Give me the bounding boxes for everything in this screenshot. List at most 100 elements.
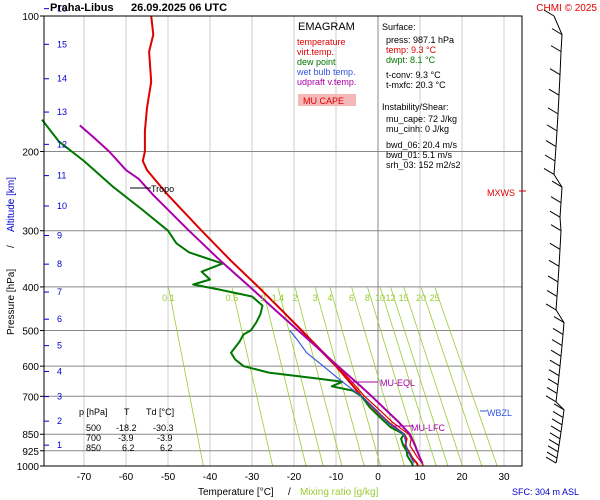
wind-barb — [545, 303, 557, 311]
levels-header-td: Td [°C] — [146, 407, 174, 417]
pressure-tick-label: 1000 — [17, 462, 40, 473]
mixing-ratio-label: 3 — [313, 293, 318, 303]
altitude-tick-label: 1 — [57, 440, 62, 450]
wind-barb — [543, 168, 555, 175]
mu-lfc-label: MU-LFC — [411, 423, 445, 433]
wind-barb — [549, 432, 561, 440]
temperature-tick-labels: -70 -60 -50 -40 -30 -20 -10 0 10 20 30 — [77, 472, 510, 483]
surface-tmxfc: t-mxfc: 20.3 °C — [386, 80, 446, 90]
ylabel-altitude: Altitude [km] — [6, 177, 17, 232]
wind-barb — [549, 359, 561, 367]
levels-row-p: 500 — [86, 423, 101, 433]
bwd-06-value: bwd_06: 20.4 m/s — [386, 140, 458, 150]
bwd-01-value: bwd_01: 5.1 m/s — [386, 150, 453, 160]
levels-header-p: p [hPa] — [79, 407, 108, 417]
legend-item-virt-temp: virt.temp. — [297, 47, 334, 57]
mixing-ratio-label: 6 — [349, 293, 354, 303]
legend-item-wet-bulb: wet bulb temp. — [296, 67, 356, 77]
wind-profile-line — [553, 15, 565, 464]
altitude-tick-label: 6 — [57, 314, 62, 324]
levels-row-td: -3.9 — [157, 433, 173, 443]
mixing-ratio-line — [168, 286, 204, 467]
mixing-ratio-label: 1.4 — [272, 293, 285, 303]
ylabel-sep: / — [6, 245, 17, 248]
altitude-tick-label: 14 — [57, 74, 67, 84]
wind-barb — [546, 387, 558, 394]
mucape-badge-bg — [298, 94, 356, 106]
temperature-tick-label: -20 — [287, 472, 302, 483]
temperature-tick-label: -60 — [119, 472, 134, 483]
xlabel-temperature: Temperature [°C] — [198, 487, 274, 498]
altitude-tick-label: 8 — [57, 259, 62, 269]
mixing-ratio-label: 20 — [416, 293, 426, 303]
wind-barb — [549, 242, 561, 250]
altitude-tick-label: 15 — [57, 39, 67, 49]
pressure-tick-label: 300 — [22, 227, 39, 238]
levels-row-t: 6.2 — [122, 443, 135, 453]
levels-row-p: 700 — [86, 433, 101, 443]
surface-tconv: t-conv: 9.3 °C — [386, 70, 441, 80]
mixing-ratio-line — [329, 286, 381, 467]
mixing-ratio-label: 8 — [365, 293, 370, 303]
wind-barb — [552, 411, 564, 418]
mixing-ratio-line — [434, 286, 498, 467]
wind-barb — [550, 425, 562, 433]
wind-barb — [547, 378, 559, 386]
wind-barb — [547, 445, 559, 453]
pressure-tick-labels: 100 200 300 400 500 600 700 850 925 1000 — [17, 12, 44, 473]
mixing-ratio-line — [231, 286, 274, 467]
wind-barb — [548, 88, 560, 96]
xlabel-sep: / — [288, 487, 291, 498]
wind-barb — [546, 451, 558, 459]
temperature-tick-label: -30 — [245, 472, 260, 483]
wind-barb — [546, 290, 558, 297]
altitude-tick-label: 2 — [57, 416, 62, 426]
pressure-tick-label: 850 — [22, 430, 39, 441]
wind-barb — [544, 154, 556, 162]
wind-barb — [548, 438, 560, 446]
y-axis-label: Pressure [hPa] / Altitude [km] — [6, 177, 17, 335]
mu-cinh-value: mu_cinh: 0 J/kg — [386, 124, 449, 134]
wind-barb — [546, 124, 558, 132]
ylabel-pressure: Pressure [hPa] — [6, 269, 17, 335]
mixing-ratio-label: 0.5 — [226, 293, 239, 303]
surface-press: press: 987.1 hPa — [386, 35, 454, 45]
wind-barb — [547, 107, 559, 115]
mixing-ratio-label: 15 — [399, 293, 409, 303]
mixing-ratio-line — [390, 286, 449, 467]
temperature-tick-label: -50 — [161, 472, 176, 483]
wind-barb — [547, 275, 559, 283]
temperature-tick-label: -70 — [77, 472, 92, 483]
levels-header-t: T — [124, 407, 130, 417]
mixing-ratio-line — [261, 286, 307, 467]
wind-barbs — [543, 9, 565, 464]
wind-barb — [550, 45, 562, 53]
pressure-tick-label: 500 — [22, 327, 39, 338]
wind-barb — [552, 327, 564, 335]
wind-barb — [551, 180, 563, 188]
mixing-ratio-label: 25 — [430, 293, 440, 303]
wind-barb — [551, 28, 563, 36]
legend-item-updraft: udpraft v.temp. — [297, 77, 356, 87]
surface-temp: temp: 9.3 °C — [386, 45, 437, 55]
wind-barb — [545, 395, 557, 403]
virtual-temperature-curve — [142, 15, 424, 467]
sounding-datetime: 26.09.2025 06 UTC — [131, 2, 227, 14]
temperature-tick-label: 10 — [414, 472, 426, 483]
levels-table: p [hPa] T Td [°C] 500 -18.2 -30.3 700 -3… — [79, 407, 174, 453]
mixing-ratio-label: 1 — [260, 293, 265, 303]
mixing-ratio-line — [420, 286, 483, 467]
mixing-ratio-label: 4 — [327, 293, 332, 303]
sfc-note: SFC: 304 m ASL — [512, 487, 579, 497]
mixing-ratio-line — [403, 286, 463, 467]
surface-dwpt: dwpt: 8.1 °C — [386, 55, 436, 65]
wind-barb — [543, 9, 555, 17]
temperature-tick-label: -10 — [329, 472, 344, 483]
wind-barb — [548, 259, 560, 267]
altitude-tick-label: 13 — [57, 107, 67, 117]
surface-info: Surface: press: 987.1 hPa temp: 9.3 °C d… — [382, 22, 454, 90]
mixing-ratio-line — [351, 286, 405, 467]
instability-info: Instability/Shear: mu_cape: 72 J/kg mu_c… — [382, 102, 461, 170]
legend-item-temperature: temperature — [297, 37, 346, 47]
